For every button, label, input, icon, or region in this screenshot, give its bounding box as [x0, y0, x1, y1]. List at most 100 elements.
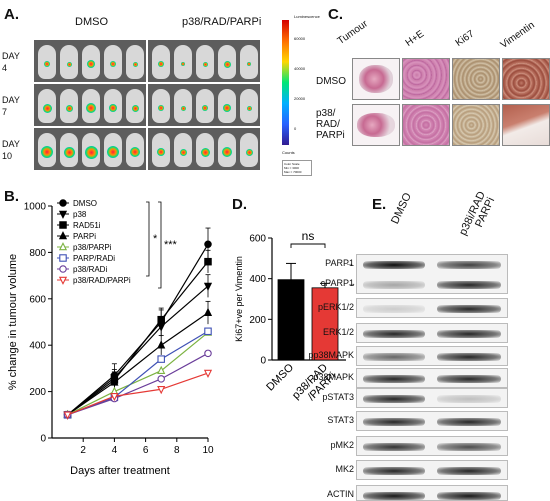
ivis-image-panel — [34, 128, 146, 170]
data-point — [157, 386, 166, 395]
legend-label: RAD51i — [73, 221, 101, 230]
y-tick-label: 800 — [29, 248, 46, 259]
blot-band — [437, 281, 501, 289]
luminescence-signal — [223, 60, 231, 68]
data-point — [204, 327, 212, 336]
series-line — [67, 285, 209, 416]
ivis-image-panel — [148, 128, 260, 170]
blot-strip — [356, 436, 508, 456]
panel-a-dmso-header: DMSO — [75, 16, 108, 28]
blot-strip — [356, 323, 508, 343]
blot-strip — [356, 346, 508, 366]
legend-marker — [59, 221, 67, 229]
luminescence-scale-ticks: 60000 40000 20000 0 — [294, 36, 306, 131]
x-tick-label: 6 — [143, 445, 149, 456]
blot-band — [363, 330, 425, 338]
ivis-image-panel — [148, 40, 260, 82]
panel-e-label: E. — [372, 196, 387, 213]
luminescence-signal — [157, 148, 165, 156]
bracket-line — [290, 243, 326, 248]
luminescence-signal — [41, 146, 53, 158]
bracket-single — [146, 201, 150, 277]
luminescence-scale-box: Color Scale Min = 3000 Max = 70000 — [282, 160, 312, 176]
luminescence-signal — [158, 105, 164, 111]
chart-b-axes: 0 200 400 600 800 1000 2 4 6 8 10 Days after treatm… — [7, 202, 214, 478]
data-point — [204, 240, 212, 249]
panel-c-col-vimentin: Vimentin — [498, 19, 537, 51]
vimentin-stain-dmso — [502, 58, 550, 100]
panel-c-col-he: H+E — [403, 28, 427, 49]
y-tick-label: 0 — [40, 434, 46, 445]
category-label: p38/RAD/PARPi — [290, 362, 339, 404]
category-label: DMSO — [264, 361, 296, 393]
data-point — [157, 365, 166, 374]
day-label-7: DAY 7 — [2, 95, 20, 117]
legend-label: DMSO — [73, 199, 97, 208]
luminescence-scale-title: Luminescence — [294, 14, 320, 19]
blot-label-actin: ACTIN — [327, 489, 354, 499]
luminescence-scale-units: Counts — [282, 150, 295, 155]
category-label-line: DMSO — [264, 361, 296, 393]
x-tick-label: 10 — [202, 445, 214, 456]
data-point — [204, 349, 212, 358]
tumour-section-dmso — [352, 58, 400, 100]
luminescence-signal — [130, 147, 140, 157]
he-stain-dmso — [402, 58, 450, 100]
blot-label-pstat3: pSTAT3 — [322, 392, 354, 402]
blot-band — [437, 353, 501, 361]
ivis-image-panel — [34, 84, 146, 126]
data-point — [157, 375, 165, 383]
y-tick-label: 600 — [29, 294, 46, 305]
significance-triple-star: *** — [164, 239, 178, 251]
luminescence-signal — [107, 146, 119, 158]
ns-bracket: ns — [290, 229, 326, 248]
legend-marker — [58, 242, 68, 251]
luminescence-signal — [63, 146, 75, 158]
series-line — [67, 330, 209, 416]
blot-band — [437, 467, 501, 475]
lane-label-combo: p38i/RAD PARPi — [457, 189, 498, 238]
luminescence-signal — [42, 103, 52, 113]
blot-strip — [356, 460, 508, 480]
series-line — [67, 352, 209, 416]
series-line — [67, 372, 209, 416]
blot-strip — [356, 411, 508, 431]
series-p38 — [63, 274, 213, 420]
ivis-image-panel — [34, 40, 146, 82]
data-point — [203, 282, 213, 291]
legend-marker — [59, 254, 67, 262]
blot-band — [437, 330, 501, 338]
luminescence-signal — [109, 104, 117, 112]
luminescence-signal — [245, 148, 253, 156]
blot-band — [437, 418, 501, 426]
legend-label: PARP/RADi — [73, 254, 115, 263]
series-line — [67, 312, 209, 416]
ki67-stain-combo — [452, 104, 500, 146]
data-point — [110, 377, 119, 386]
luminescence-signal — [131, 104, 139, 112]
blot-band — [437, 375, 501, 383]
luminescence-signal — [200, 147, 210, 157]
bar — [311, 287, 339, 361]
luminescence-signal — [202, 61, 208, 67]
tumour-section-combo — [352, 104, 400, 146]
blot-label-parp1: PARP1 — [325, 258, 354, 268]
blot-band — [363, 418, 425, 426]
blot-band — [363, 443, 425, 451]
x-tick-label: 4 — [112, 445, 118, 456]
luminescence-signal — [132, 61, 138, 67]
legend-label: p38 — [73, 210, 87, 219]
legend-marker — [58, 276, 68, 285]
legend-label: p38/PARPi — [73, 243, 112, 252]
data-point — [203, 369, 213, 378]
luminescence-signal — [222, 147, 232, 157]
blot-label-cparp1: cPARP1 — [320, 278, 354, 288]
luminescence-scale-bar — [282, 20, 289, 145]
luminescence-signal — [247, 62, 251, 66]
data-point — [157, 355, 165, 363]
data-point — [157, 315, 165, 324]
ki67-stain-dmso — [452, 58, 500, 100]
ivis-image-panel — [148, 84, 260, 126]
luminescence-signal — [181, 62, 185, 66]
legend-marker — [58, 210, 68, 219]
